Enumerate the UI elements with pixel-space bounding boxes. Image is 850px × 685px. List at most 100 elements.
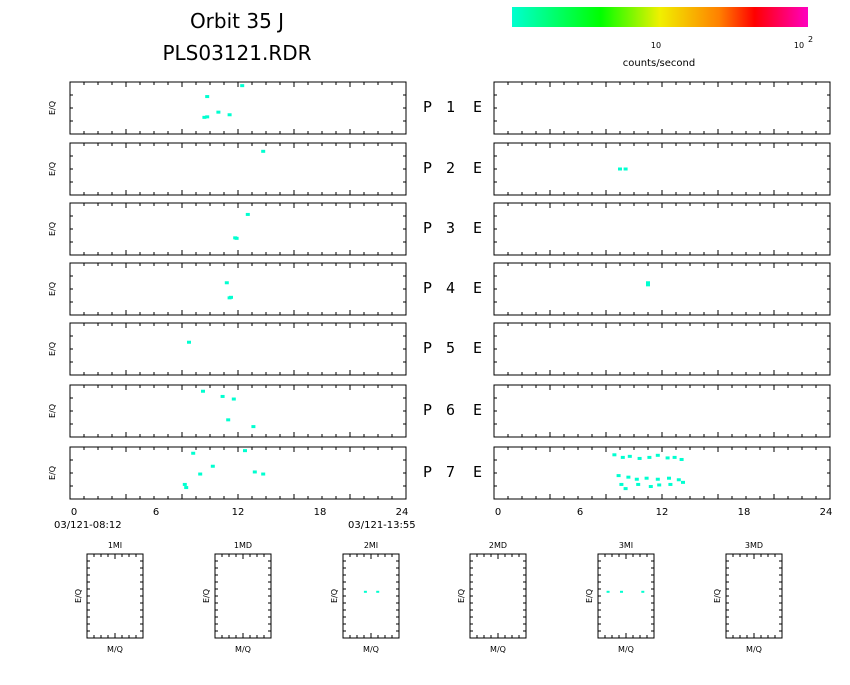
right-xtick-12: 12	[656, 507, 669, 518]
small-panel-xlabel: M/Q	[235, 645, 251, 654]
small-panel-xlabel: M/Q	[746, 645, 762, 654]
colorbar-tick-10: 10	[651, 41, 661, 50]
small-panel-frame	[86, 553, 144, 639]
small-panel-ylabel: E/Q	[330, 589, 339, 603]
right-data-point	[623, 167, 628, 171]
right-data-point	[620, 455, 625, 459]
left-data-point	[251, 425, 256, 429]
row-number: 5	[446, 339, 455, 357]
row-number: 1	[446, 98, 455, 116]
left-data-point	[210, 464, 215, 468]
row-p-letter: P	[423, 98, 432, 116]
left-data-point	[216, 110, 221, 114]
small-panel-frame	[214, 553, 272, 639]
right-data-point	[612, 453, 617, 457]
right-data-point	[655, 453, 660, 457]
end-time: 03/121-13:55	[348, 520, 416, 531]
right-data-point	[668, 482, 673, 486]
axis-ticks	[494, 82, 830, 134]
right-data-point	[681, 480, 685, 484]
left-data-point	[229, 295, 233, 299]
left-data-point	[261, 472, 266, 476]
left-ylabel: E/Q	[48, 162, 57, 176]
right-data-point	[667, 476, 671, 480]
small-panel-title: 3MI	[619, 541, 633, 550]
left-panel-frame	[69, 202, 407, 256]
right-data-point	[619, 482, 624, 486]
colorbar	[512, 7, 808, 27]
row-number: 7	[446, 463, 455, 481]
small-panel-ylabel: E/Q	[74, 589, 83, 603]
left-data-point	[220, 394, 225, 398]
axis-ticks	[494, 323, 830, 375]
row-number: 6	[446, 401, 455, 419]
small-panel-xlabel: M/Q	[363, 645, 379, 654]
axis-ticks	[70, 203, 406, 255]
small-panel-title: 3MD	[745, 541, 763, 550]
left-ylabel: E/Q	[48, 101, 57, 115]
right-panel-frame	[493, 446, 831, 500]
small-panel-2MI: 2MI E/Q M/Q	[330, 541, 400, 654]
row-p-letter: P	[423, 279, 432, 297]
right-data-point	[644, 476, 649, 480]
row-e-letter: E	[473, 463, 482, 481]
small-panel-frame	[725, 553, 783, 639]
left-data-point	[226, 418, 231, 422]
left-ylabel: E/Q	[48, 282, 57, 296]
row-number: 4	[446, 279, 455, 297]
small-panel-1MD: 1MD E/Q M/Q	[202, 541, 272, 654]
right-data-point	[646, 283, 650, 287]
right-xtick-18: 18	[738, 507, 751, 518]
row-p1: E/Q P 1 E	[48, 81, 831, 135]
small-panel-3MD: 3MD E/Q M/Q	[713, 541, 783, 654]
small-panel-3MI: 3MI E/Q M/Q	[585, 541, 655, 654]
axis-ticks	[494, 447, 830, 499]
right-data-point	[672, 455, 677, 459]
left-xtick-12: 12	[232, 507, 245, 518]
row-p-letter: P	[423, 339, 432, 357]
right-panel-frame	[493, 322, 831, 376]
left-data-point	[261, 149, 266, 153]
row-e-letter: E	[473, 159, 482, 177]
right-data-point	[647, 455, 652, 459]
left-xtick-18: 18	[314, 507, 327, 518]
row-e-letter: E	[473, 219, 482, 237]
small-panel-frame	[342, 553, 400, 639]
row-p7: E/Q P 7 E	[48, 446, 831, 500]
right-data-point	[626, 475, 631, 479]
left-panel-frame	[69, 262, 407, 316]
small-panel-xlabel: M/Q	[107, 645, 123, 654]
left-data-point	[231, 397, 236, 401]
small-data-point	[606, 590, 610, 593]
small-data-point	[641, 590, 645, 593]
small-panel-ylabel: E/Q	[713, 589, 722, 603]
right-x-axis: 0 6 12 18 24	[495, 507, 833, 518]
axis-ticks	[215, 554, 271, 638]
row-p-letter: P	[423, 401, 432, 419]
left-xtick-24: 24	[396, 507, 409, 518]
row-p4: E/Q P 4 E	[48, 262, 831, 316]
left-data-point	[252, 470, 257, 474]
right-panel-frame	[493, 81, 831, 135]
right-data-point	[679, 457, 684, 461]
left-data-point	[224, 281, 229, 285]
right-data-point	[646, 281, 650, 285]
right-data-point	[623, 487, 628, 491]
row-e-letter: E	[473, 279, 482, 297]
axis-ticks	[87, 554, 143, 638]
left-panel-frame	[69, 142, 407, 196]
right-data-point	[618, 167, 622, 171]
colorbar-tick-100: 10	[794, 41, 804, 50]
colorbar-label: counts/second	[623, 58, 695, 69]
right-panel-frame	[493, 202, 831, 256]
left-data-point	[184, 486, 189, 490]
row-p-letter: P	[423, 219, 432, 237]
small-panel-ylabel: E/Q	[457, 589, 466, 603]
title-file: PLS03121.RDR	[162, 41, 311, 65]
right-data-point	[648, 485, 653, 489]
left-panel-frame	[69, 81, 407, 135]
right-panel-frame	[493, 384, 831, 438]
row-p5: E/Q P 5 E	[48, 322, 831, 376]
row-number: 2	[446, 159, 455, 177]
left-data-point	[243, 449, 247, 453]
